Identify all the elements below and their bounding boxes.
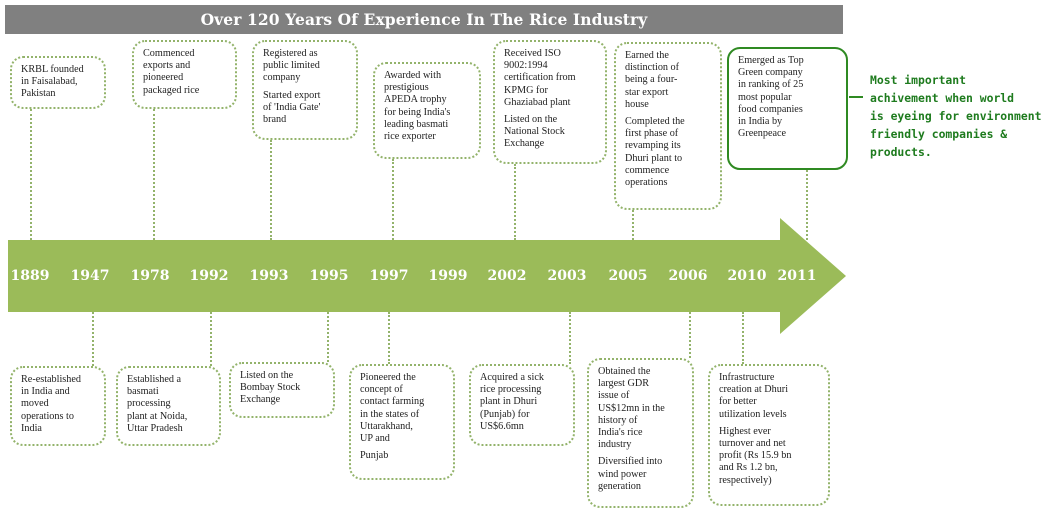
event-text: Started export of 'India Gate' brand bbox=[263, 89, 321, 126]
event-card-1978: Commenced exports and pioneered packaged… bbox=[132, 40, 237, 109]
event-text: Infrastructure creation at Dhuri for bet… bbox=[719, 372, 789, 420]
year-1992: 1992 bbox=[189, 268, 229, 284]
year-1978: 1978 bbox=[130, 268, 170, 284]
event-card-1947: Re-established in India and moved operat… bbox=[10, 366, 106, 446]
timeline-title: Over 120 Years Of Experience In The Rice… bbox=[5, 5, 843, 34]
year-1993: 1993 bbox=[249, 268, 289, 284]
event-text: Earned the distinction of being a four- … bbox=[625, 50, 680, 110]
event-card-2010: Infrastructure creation at Dhuri for bet… bbox=[708, 364, 830, 506]
event-text: Received ISO 9002:1994 certification fro… bbox=[504, 48, 576, 108]
event-text: Established a basmati processing plant a… bbox=[127, 374, 188, 434]
year-2005: 2005 bbox=[608, 268, 648, 284]
year-2010: 2010 bbox=[727, 268, 767, 284]
event-text: Highest ever turnover and net profit (Rs… bbox=[719, 425, 792, 486]
connector-1995 bbox=[327, 312, 329, 362]
event-text: Pioneered the concept of contact farming… bbox=[360, 372, 425, 445]
event-card-1999: Pioneered the concept of contact farming… bbox=[349, 364, 455, 480]
connector-1889 bbox=[30, 109, 32, 240]
connector-2006 bbox=[689, 312, 691, 358]
year-2011: 2011 bbox=[777, 268, 817, 284]
event-card-2002: Received ISO 9002:1994 certification fro… bbox=[493, 40, 607, 164]
event-text: Commenced exports and pioneered packaged… bbox=[143, 48, 200, 96]
connector-2011 bbox=[806, 170, 808, 240]
event-text: Completed the first phase of revamping i… bbox=[625, 116, 685, 189]
timeline-arrow-shape bbox=[8, 218, 846, 334]
event-text: KRBL founded in Faisalabad, Pakistan bbox=[21, 64, 84, 100]
note-connector bbox=[849, 96, 863, 98]
event-card-1995: Listed on the Bombay Stock Exchange bbox=[229, 362, 335, 418]
connector-2002 bbox=[514, 164, 516, 240]
event-card-1997: Awarded with prestigious APEDA trophy fo… bbox=[373, 62, 481, 159]
year-2006: 2006 bbox=[668, 268, 708, 284]
year-2003: 2003 bbox=[547, 268, 587, 284]
connector-1997 bbox=[392, 159, 394, 240]
event-card-2006: Obtained the largest GDR issue of US$12m… bbox=[587, 358, 694, 508]
event-text: Re-established in India and moved operat… bbox=[21, 374, 81, 434]
event-card-2003: Acquired a sick rice processing plant in… bbox=[469, 364, 575, 446]
connector-2005 bbox=[632, 210, 634, 240]
connector-1992 bbox=[210, 312, 212, 366]
connector-1978 bbox=[153, 109, 155, 240]
event-text: Registered as public limited company bbox=[263, 48, 320, 84]
event-text: Listed on the Bombay Stock Exchange bbox=[240, 370, 301, 406]
event-text: Emerged as Top Green company in ranking … bbox=[738, 55, 804, 140]
connector-1947 bbox=[92, 312, 94, 366]
event-text: Listed on the National Stock Exchange bbox=[504, 114, 565, 150]
connector-1999 bbox=[388, 312, 390, 364]
event-card-2005: Earned the distinction of being a four- … bbox=[614, 42, 722, 210]
event-card-1993: Registered as public limited company Star… bbox=[252, 40, 358, 140]
year-1995: 1995 bbox=[309, 268, 349, 284]
year-1947: 1947 bbox=[70, 268, 110, 284]
year-2002: 2002 bbox=[487, 268, 527, 284]
highlight-note: Most important achivement when world is … bbox=[870, 73, 1042, 159]
year-1999: 1999 bbox=[428, 268, 468, 284]
event-text: Diversified into wind power generation bbox=[598, 456, 663, 492]
connector-1993 bbox=[270, 140, 272, 240]
year-1997: 1997 bbox=[369, 268, 409, 284]
event-text: Punjab bbox=[360, 450, 389, 462]
event-card-2011: Emerged as Top Green company in ranking … bbox=[727, 47, 848, 170]
event-text: Acquired a sick rice processing plant in… bbox=[480, 372, 544, 432]
connector-2010 bbox=[742, 312, 744, 364]
event-card-1889: KRBL founded in Faisalabad, Pakistan bbox=[10, 56, 106, 109]
connector-2003 bbox=[569, 312, 571, 364]
year-1889: 1889 bbox=[10, 268, 50, 284]
event-card-1992: Established a basmati processing plant a… bbox=[116, 366, 221, 446]
event-text: Obtained the largest GDR issue of US$12m… bbox=[598, 366, 665, 451]
event-text: Awarded with prestigious APEDA trophy fo… bbox=[384, 70, 451, 143]
